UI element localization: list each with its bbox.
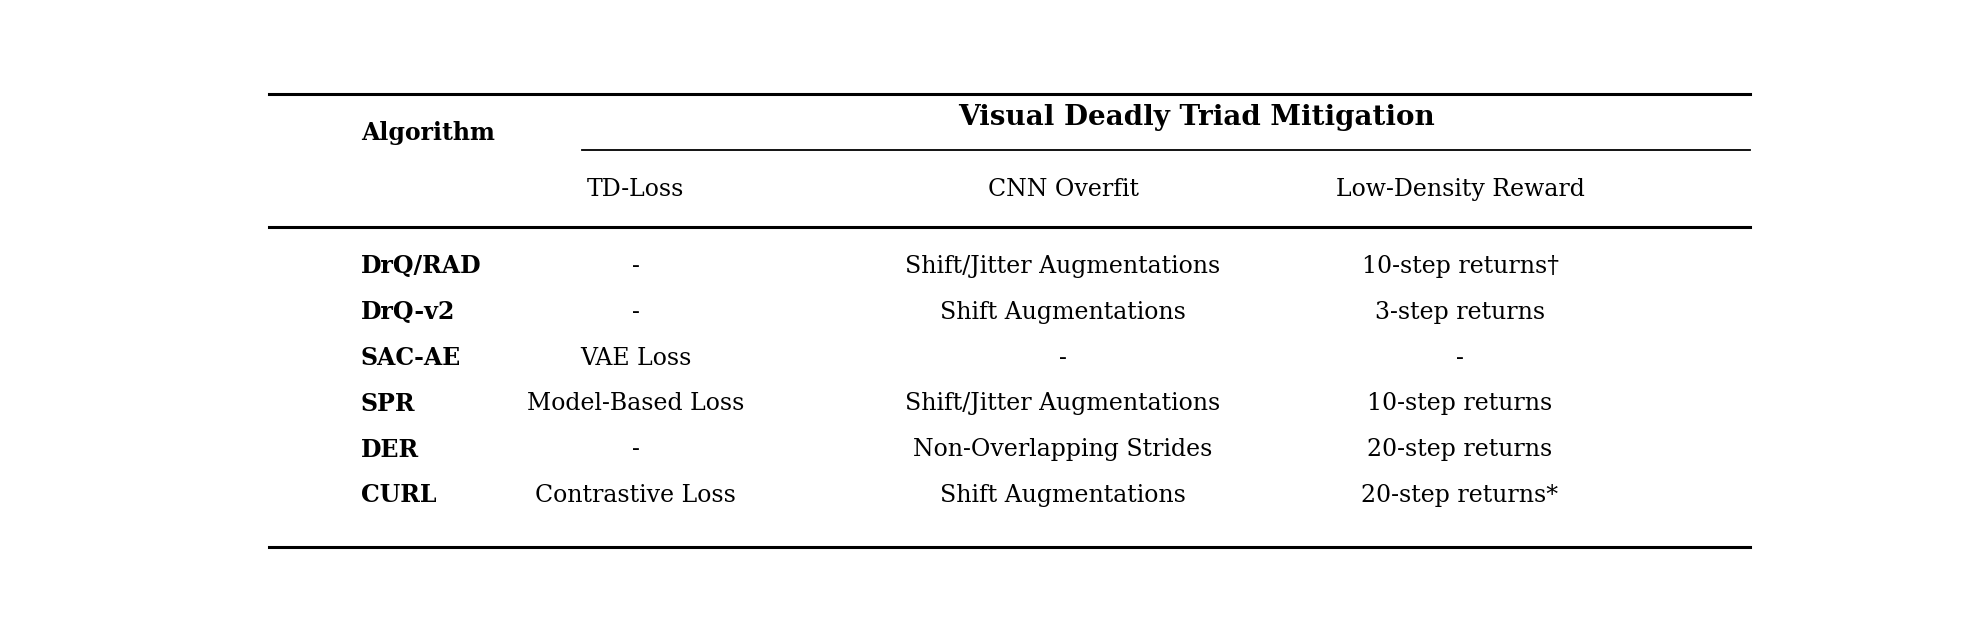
Text: Low-Density Reward: Low-Density Reward — [1336, 178, 1584, 202]
Text: -: - — [1060, 347, 1068, 369]
Text: DER: DER — [361, 438, 420, 461]
Text: Shift/Jitter Augmentations: Shift/Jitter Augmentations — [906, 255, 1221, 278]
Text: -: - — [632, 255, 640, 278]
Text: Shift Augmentations: Shift Augmentations — [940, 484, 1186, 507]
Text: 3-step returns: 3-step returns — [1375, 300, 1544, 324]
Text: DrQ/RAD: DrQ/RAD — [361, 255, 481, 279]
Text: Contrastive Loss: Contrastive Loss — [536, 484, 737, 507]
Text: TD-Loss: TD-Loss — [587, 178, 684, 202]
Text: Shift/Jitter Augmentations: Shift/Jitter Augmentations — [906, 393, 1221, 416]
Text: SPR: SPR — [361, 392, 416, 416]
Text: -: - — [632, 438, 640, 461]
Text: CNN Overfit: CNN Overfit — [987, 178, 1139, 202]
Text: CURL: CURL — [361, 483, 435, 508]
Text: -: - — [1456, 347, 1464, 369]
Text: VAE Loss: VAE Loss — [579, 347, 691, 369]
Text: DrQ-v2: DrQ-v2 — [361, 300, 455, 324]
Text: Algorithm: Algorithm — [361, 121, 494, 145]
Text: SAC-AE: SAC-AE — [361, 346, 461, 370]
Text: Model-Based Loss: Model-Based Loss — [526, 393, 745, 416]
Text: 20-step returns*: 20-step returns* — [1361, 484, 1558, 507]
Text: -: - — [632, 300, 640, 324]
Text: 10-step returns: 10-step returns — [1367, 393, 1552, 416]
Text: 10-step returns†: 10-step returns† — [1361, 255, 1558, 278]
Text: Shift Augmentations: Shift Augmentations — [940, 300, 1186, 324]
Text: Visual Deadly Triad Mitigation: Visual Deadly Triad Mitigation — [957, 104, 1434, 131]
Text: Non-Overlapping Strides: Non-Overlapping Strides — [914, 438, 1214, 461]
Text: 20-step returns: 20-step returns — [1367, 438, 1552, 461]
